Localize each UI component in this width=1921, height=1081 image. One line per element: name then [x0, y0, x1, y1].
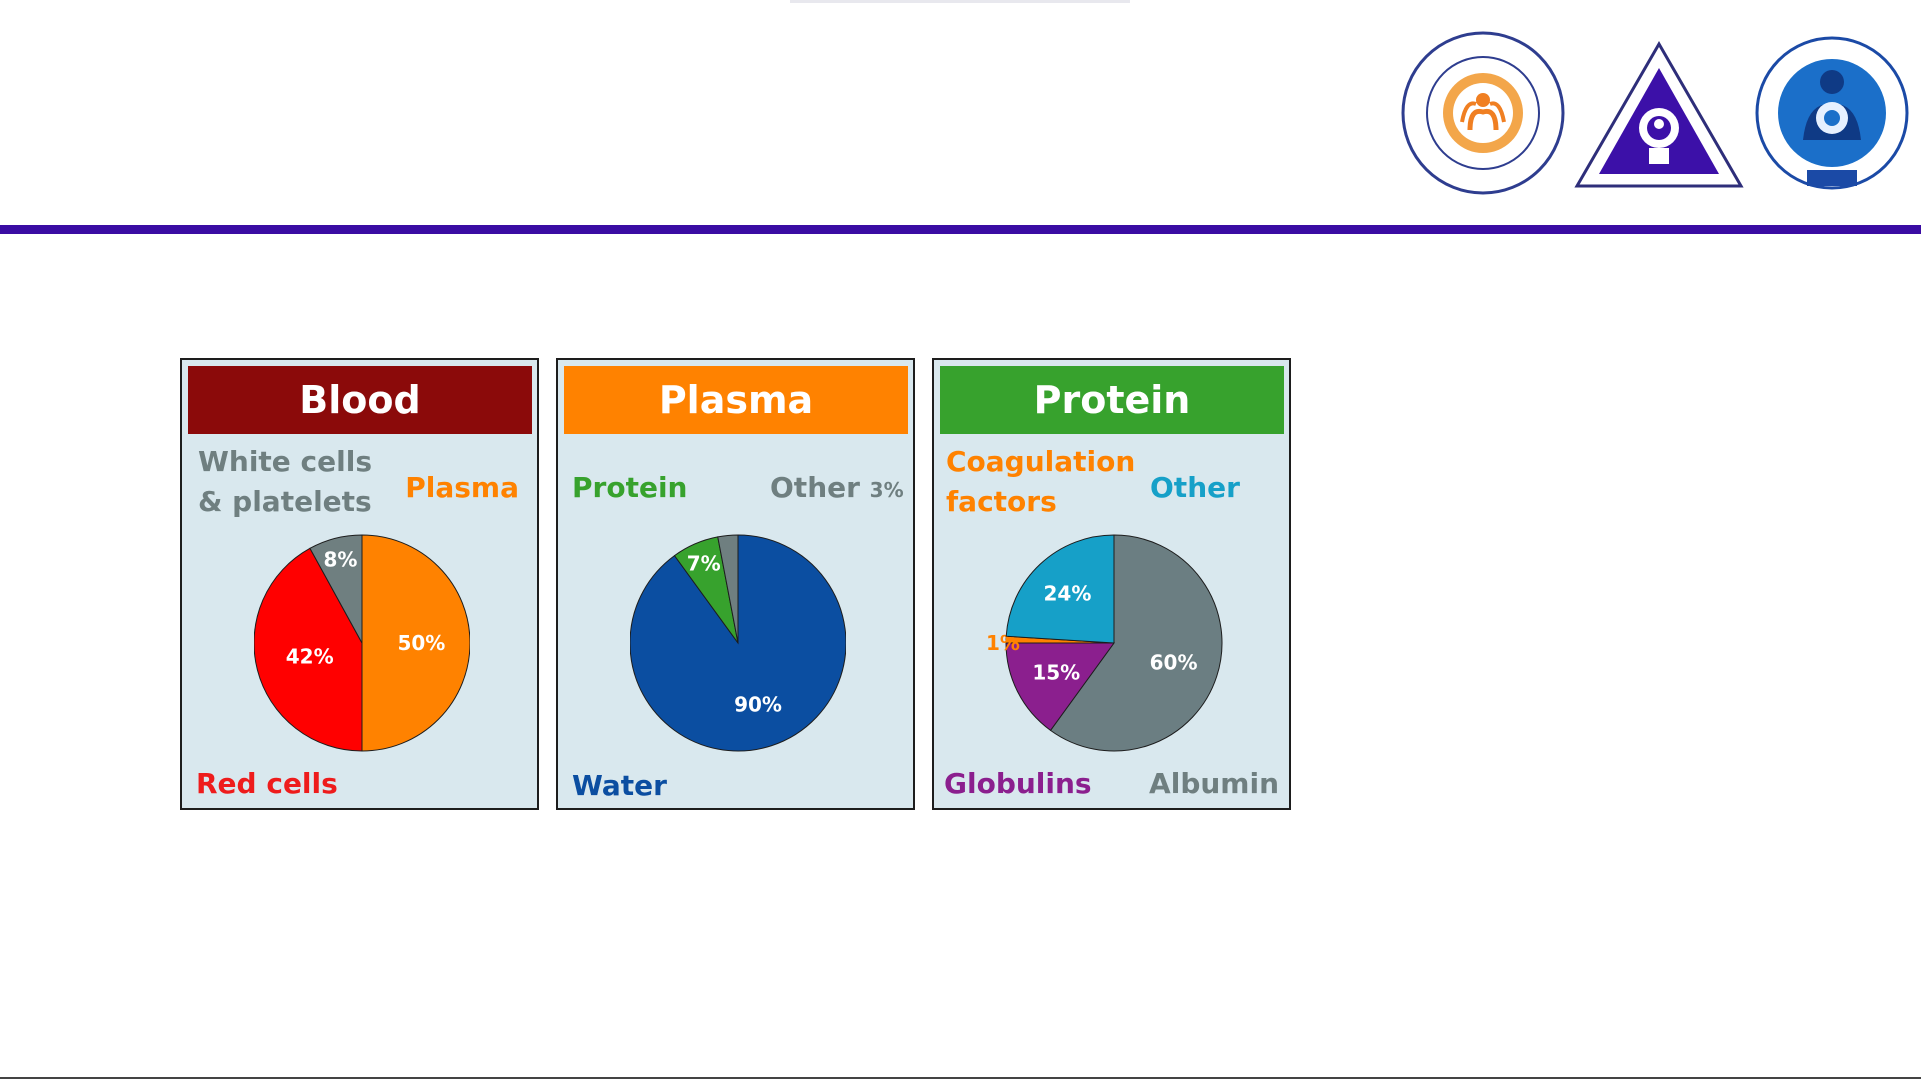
pie-value-label: 42% — [286, 644, 334, 668]
red-cells-label: Red cells — [196, 767, 338, 800]
protein-pie-chart: 60%15%1%24% — [986, 534, 1223, 752]
pie-slice-other — [717, 534, 739, 644]
pie-slice-albumin — [1049, 534, 1223, 752]
vietnam-pediatric-association-logo — [1400, 30, 1566, 196]
pie-slice-white-cells-platelets — [309, 534, 363, 644]
globulins-label: Globulins — [944, 767, 1092, 800]
logo-group — [1400, 30, 1910, 200]
other-label: Other 3% — [770, 468, 904, 510]
protein-panel: Protein Coagulation factors Other Globul… — [932, 358, 1291, 810]
platelets-label: & platelets — [198, 485, 372, 518]
other-label-text: Other — [770, 471, 860, 504]
coagulation-label: Coagulation — [946, 445, 1136, 478]
pie-value-label: 8% — [324, 547, 358, 571]
pie-slice-globulins — [1005, 642, 1115, 732]
other-label-percent: 3% — [869, 478, 904, 502]
pie-slice-red-cells — [254, 547, 363, 752]
blood-pie-chart: 50% 42% 8% — [254, 534, 470, 752]
plasma-pie-chart: 90% 7% — [630, 534, 846, 752]
blood-panel: Blood White cells & platelets Plasma Red… — [180, 358, 539, 810]
other-protein-label: Other — [1150, 471, 1240, 504]
white-cells-label: White cells — [198, 445, 372, 478]
footer-divider — [0, 1077, 1921, 1079]
pie-value-label: 50% — [397, 631, 445, 655]
plasma-label: Plasma — [405, 471, 519, 504]
protein-label: Protein — [572, 471, 688, 504]
pie-value-label: 90% — [734, 693, 782, 717]
pie-value-label: 60% — [1150, 650, 1198, 674]
pie-value-label: 24% — [1043, 581, 1091, 605]
albumin-label: Albumin — [1149, 767, 1279, 800]
pie-value-label: 7% — [687, 552, 721, 576]
pie-slice-other — [1005, 534, 1115, 644]
immunology-allergy-logo — [1573, 40, 1745, 190]
pie-slice-water — [630, 534, 846, 752]
plasma-panel-title: Plasma — [564, 366, 908, 434]
protein-panel-title: Protein — [940, 366, 1284, 434]
header-divider — [0, 225, 1921, 234]
blood-panel-title: Blood — [188, 366, 532, 434]
plasma-panel: Plasma Protein Other 3% Water 90% 7% — [556, 358, 915, 810]
top-faint-bar — [790, 0, 1130, 3]
pie-slice-plasma — [361, 534, 470, 752]
pie-value-label: 15% — [1032, 660, 1080, 684]
children-hospital-1-logo — [1755, 30, 1910, 196]
factors-label: factors — [946, 485, 1057, 518]
water-label: Water — [572, 769, 667, 802]
